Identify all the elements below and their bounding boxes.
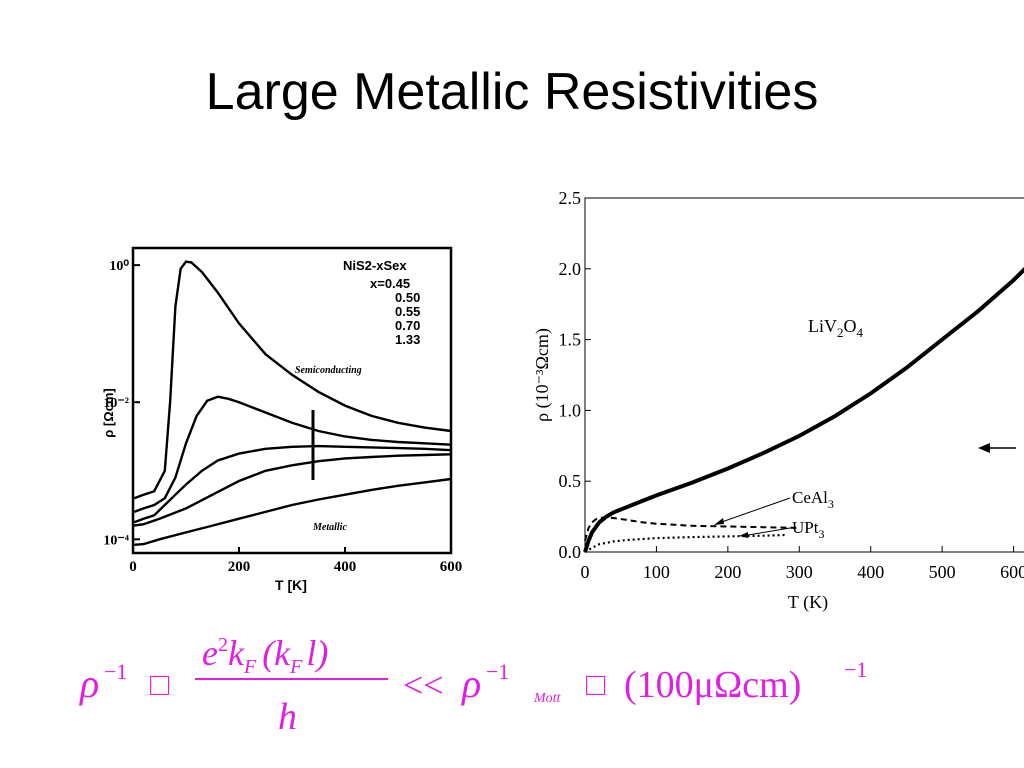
liv-label-sub: 4: [857, 325, 864, 340]
left-xlabel: T [K]: [275, 577, 307, 593]
formula-rhs: (100μΩcm): [624, 664, 801, 706]
right-y-tick-label: 1.0: [559, 400, 582, 420]
num-e: e: [202, 633, 218, 673]
right-x-tick-label: 600: [1000, 562, 1024, 582]
right-label-upt3: UPt3: [792, 518, 824, 541]
left-plot-frame: [131, 246, 453, 555]
num-paren: (k: [262, 633, 291, 673]
num-e-exp: 2: [218, 634, 228, 656]
formula-rho-exp: −1: [104, 659, 127, 684]
left-ticks-group: 0 200 400 600 10⁰ 10⁻² 10⁻⁴: [103, 259, 462, 575]
left-ylabel: ρ [Ωcm]: [101, 388, 116, 438]
right-y-tick-label: 2.0: [559, 259, 582, 279]
ceal3-pointer-head: [714, 518, 724, 525]
left-series-line-0: [133, 260, 452, 500]
num-sub-f: F: [243, 656, 257, 678]
left-x-tick-label: 400: [334, 559, 357, 575]
right-y-tick-label: 2.5: [559, 188, 582, 208]
left-annotation-semiconducting: Semiconducting: [295, 365, 362, 376]
left-series-group: [133, 260, 452, 546]
left-annotation-metallic: Metallic: [312, 522, 347, 533]
left-legend-entry: 0.55: [395, 304, 420, 319]
left-x-tick-label: 0: [129, 559, 137, 575]
upt-label-sub: 3: [818, 527, 824, 541]
num-l: l): [306, 633, 328, 673]
formula-rho: ρ: [78, 661, 99, 706]
formula-much-less: <<: [403, 665, 444, 705]
num-k: k: [228, 633, 245, 673]
left-x-tick-label: 200: [228, 559, 251, 575]
formula-rho-mott-exp: −1: [486, 659, 509, 684]
left-legend-entry: 1.33: [395, 332, 420, 347]
upt3-pointer: [741, 527, 791, 537]
left-series-line-2: [133, 444, 452, 524]
formula-rhs-exp: −1: [844, 657, 867, 682]
formula-denominator: h: [278, 696, 297, 738]
num-sub-f2: F: [289, 656, 303, 678]
ce-label-part: CeAl: [792, 488, 828, 507]
right-ticks-group: 0100200300400500600700.00.51.01.52.02.5: [559, 188, 1024, 582]
right-series-group: [583, 266, 1024, 553]
slide-title: Large Metallic Resistivities: [205, 63, 819, 121]
right-x-tick-label: 100: [643, 562, 670, 582]
formula: ρ −1 □ e2kF (kF l) h << ρ −1 Mott □ (100μΩ…: [78, 633, 867, 738]
left-series-line-3: [133, 453, 452, 527]
right-x-tick-label: 300: [786, 562, 813, 582]
formula-rho-mott: ρ: [460, 661, 481, 706]
left-y-tick-label: 10⁻⁴: [103, 533, 129, 548]
left-legend-entry: 0.70: [395, 318, 420, 333]
right-plot-frame: [584, 197, 1024, 553]
right-y-tick-label: 0.0: [559, 542, 582, 562]
right-x-tick-label: 200: [714, 562, 741, 582]
right-ylabel: ρ (10⁻³Ωcm): [532, 328, 553, 422]
upt-label-part: UPt: [792, 518, 819, 537]
right-chart: 0100200300400500600700.00.51.01.52.02.5 …: [520, 180, 1024, 620]
liv-label-part: LiV: [808, 316, 837, 336]
right-series-line-dashed: [584, 516, 800, 541]
right-y-tick-label: 1.5: [559, 330, 582, 350]
left-legend-compound: NiS2-xSex: [343, 258, 407, 273]
left-legend-entry: 0.50: [395, 290, 420, 305]
right-x-tick-label: 400: [857, 562, 884, 582]
left-series-line-1: [133, 395, 452, 514]
ce-label-sub: 3: [828, 497, 834, 511]
formula-approx-1: □: [150, 666, 170, 702]
right-xlabel: T (K): [788, 592, 828, 613]
left-y-tick-label: 10⁰: [109, 259, 129, 274]
right-series-line-solid: [583, 266, 1024, 553]
right-x-tick-label: 0: [581, 562, 590, 582]
liv-label-sub: 2: [837, 325, 844, 340]
formula-numerator: e2kF (kF l): [202, 633, 328, 678]
right-label-ceal3: CeAl3: [792, 488, 834, 511]
left-legend-entry: x=0.45: [370, 276, 410, 291]
formula-approx-2: □: [586, 666, 606, 702]
left-y-tick-label: 10⁻²: [103, 396, 129, 411]
upt3-pointer-head: [739, 532, 748, 538]
left-series-line-4: [134, 477, 452, 546]
right-label-liv2o4: LiV2O4: [808, 316, 864, 340]
left-chart: 0 200 400 600 10⁰ 10⁻² 10⁻⁴ NiS2-xSex x=0.45 0…: [95, 238, 480, 600]
right-x-tick-label: 500: [929, 562, 956, 582]
right-edge-arrow-head: [978, 443, 990, 453]
liv-label-part: O: [844, 316, 857, 336]
ceal3-pointer: [715, 497, 791, 525]
left-x-tick-label: 600: [440, 559, 463, 575]
right-y-tick-label: 0.5: [559, 471, 582, 491]
formula-mott-sub: Mott: [533, 691, 562, 706]
